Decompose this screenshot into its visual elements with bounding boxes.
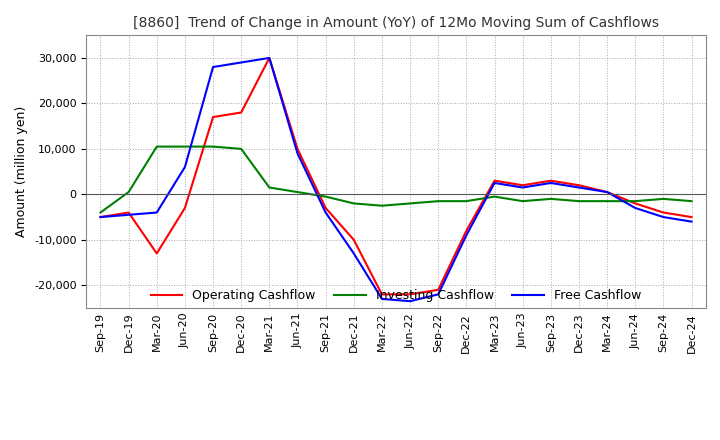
Free Cashflow — [434, 292, 443, 297]
Free Cashflow — [181, 165, 189, 170]
Investing Cashflow — [265, 185, 274, 190]
Operating Cashflow — [631, 201, 639, 206]
Investing Cashflow — [181, 144, 189, 149]
Investing Cashflow — [209, 144, 217, 149]
Operating Cashflow — [518, 183, 527, 188]
Operating Cashflow — [575, 183, 583, 188]
Free Cashflow — [603, 189, 611, 194]
Operating Cashflow — [321, 205, 330, 211]
Investing Cashflow — [518, 198, 527, 204]
Y-axis label: Amount (million yen): Amount (million yen) — [16, 106, 29, 237]
Investing Cashflow — [575, 198, 583, 204]
Free Cashflow — [321, 210, 330, 215]
Investing Cashflow — [434, 198, 443, 204]
Investing Cashflow — [321, 194, 330, 199]
Investing Cashflow — [490, 194, 499, 199]
Operating Cashflow — [490, 178, 499, 183]
Operating Cashflow — [237, 110, 246, 115]
Free Cashflow — [125, 212, 133, 217]
Investing Cashflow — [377, 203, 386, 209]
Investing Cashflow — [462, 198, 471, 204]
Free Cashflow — [546, 180, 555, 186]
Operating Cashflow — [546, 178, 555, 183]
Legend: Operating Cashflow, Investing Cashflow, Free Cashflow: Operating Cashflow, Investing Cashflow, … — [146, 284, 646, 307]
Operating Cashflow — [181, 205, 189, 211]
Title: [8860]  Trend of Change in Amount (YoY) of 12Mo Moving Sum of Cashflows: [8860] Trend of Change in Amount (YoY) o… — [133, 16, 659, 30]
Investing Cashflow — [406, 201, 415, 206]
Line: Investing Cashflow: Investing Cashflow — [101, 147, 691, 213]
Free Cashflow — [575, 185, 583, 190]
Operating Cashflow — [209, 114, 217, 120]
Free Cashflow — [349, 251, 358, 256]
Operating Cashflow — [406, 292, 415, 297]
Investing Cashflow — [631, 198, 639, 204]
Line: Operating Cashflow: Operating Cashflow — [101, 58, 691, 294]
Operating Cashflow — [377, 292, 386, 297]
Operating Cashflow — [687, 214, 696, 220]
Operating Cashflow — [293, 146, 302, 151]
Investing Cashflow — [293, 189, 302, 194]
Investing Cashflow — [687, 198, 696, 204]
Investing Cashflow — [349, 201, 358, 206]
Operating Cashflow — [659, 210, 667, 215]
Free Cashflow — [237, 60, 246, 65]
Operating Cashflow — [125, 210, 133, 215]
Operating Cashflow — [462, 228, 471, 233]
Investing Cashflow — [125, 189, 133, 194]
Operating Cashflow — [265, 55, 274, 61]
Operating Cashflow — [153, 251, 161, 256]
Investing Cashflow — [153, 144, 161, 149]
Free Cashflow — [377, 296, 386, 301]
Free Cashflow — [293, 151, 302, 156]
Line: Free Cashflow: Free Cashflow — [101, 58, 691, 301]
Free Cashflow — [153, 210, 161, 215]
Free Cashflow — [659, 214, 667, 220]
Free Cashflow — [96, 214, 105, 220]
Free Cashflow — [518, 185, 527, 190]
Operating Cashflow — [434, 287, 443, 293]
Investing Cashflow — [603, 198, 611, 204]
Free Cashflow — [406, 299, 415, 304]
Free Cashflow — [209, 64, 217, 70]
Operating Cashflow — [349, 237, 358, 242]
Investing Cashflow — [659, 196, 667, 202]
Free Cashflow — [631, 205, 639, 211]
Free Cashflow — [490, 180, 499, 186]
Free Cashflow — [462, 233, 471, 238]
Investing Cashflow — [96, 210, 105, 215]
Investing Cashflow — [546, 196, 555, 202]
Operating Cashflow — [96, 214, 105, 220]
Investing Cashflow — [237, 146, 246, 151]
Free Cashflow — [265, 55, 274, 61]
Operating Cashflow — [603, 189, 611, 194]
Free Cashflow — [687, 219, 696, 224]
